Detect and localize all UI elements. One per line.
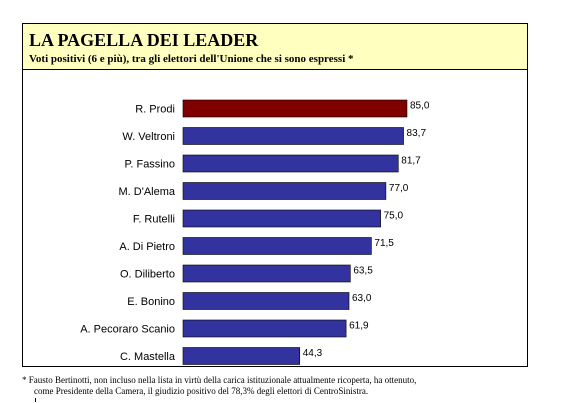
category-label: M. D'Alema: [119, 186, 176, 198]
chart-header: LA PAGELLA DEI LEADER Voti positivi (6 e…: [23, 24, 527, 70]
bar: [182, 209, 381, 228]
footnote: * Fausto Bertinotti, non incluso nella l…: [22, 375, 552, 397]
category-label: A. Pecoraro Scanio: [80, 324, 175, 336]
category-label: E. Bonino: [127, 296, 175, 308]
category-label: F. Rutelli: [133, 214, 175, 226]
category-label: C. Mastella: [120, 351, 176, 363]
chart-subtitle: Voti positivi (6 e più), tra gli elettor…: [29, 53, 354, 65]
value-label: 63,0: [352, 293, 372, 304]
chart-frame: LA PAGELLA DEI LEADER Voti positivi (6 e…: [22, 23, 528, 367]
footnote-line-1: * Fausto Bertinotti, non incluso nella l…: [22, 375, 417, 385]
bar: [182, 127, 404, 145]
bar: [182, 347, 301, 365]
category-label: A. Di Pietro: [119, 241, 175, 253]
value-label: 61,9: [349, 321, 369, 332]
value-label: 77,0: [389, 183, 409, 194]
bar: [182, 237, 372, 255]
chart-title: LA PAGELLA DEI LEADER: [29, 30, 259, 50]
category-label: W. Veltroni: [122, 131, 175, 143]
category-label: R. Prodi: [135, 104, 175, 116]
bar-chart: R. Prodi 85,0 W. Veltroni 83,7 P. Fassino 81,…: [80, 99, 430, 365]
value-label: 85,0: [410, 101, 430, 112]
footnote-tick: [35, 398, 36, 402]
value-label: 75,0: [384, 211, 404, 222]
value-label: 81,7: [401, 156, 421, 167]
category-label: P. Fassino: [124, 159, 175, 171]
bar: [182, 319, 347, 338]
bar: [182, 154, 399, 173]
bar: [182, 182, 387, 200]
footnote-line-2: come Presidente della Camera, il giudizi…: [34, 386, 369, 396]
value-label: 44,3: [303, 348, 323, 359]
category-label: O. Diliberto: [120, 269, 175, 281]
value-label: 63,5: [353, 266, 373, 277]
value-label: 83,7: [407, 128, 427, 139]
value-label: 71,5: [374, 238, 394, 249]
bar: [182, 292, 350, 310]
bar: [182, 99, 408, 118]
bar: [182, 264, 351, 283]
